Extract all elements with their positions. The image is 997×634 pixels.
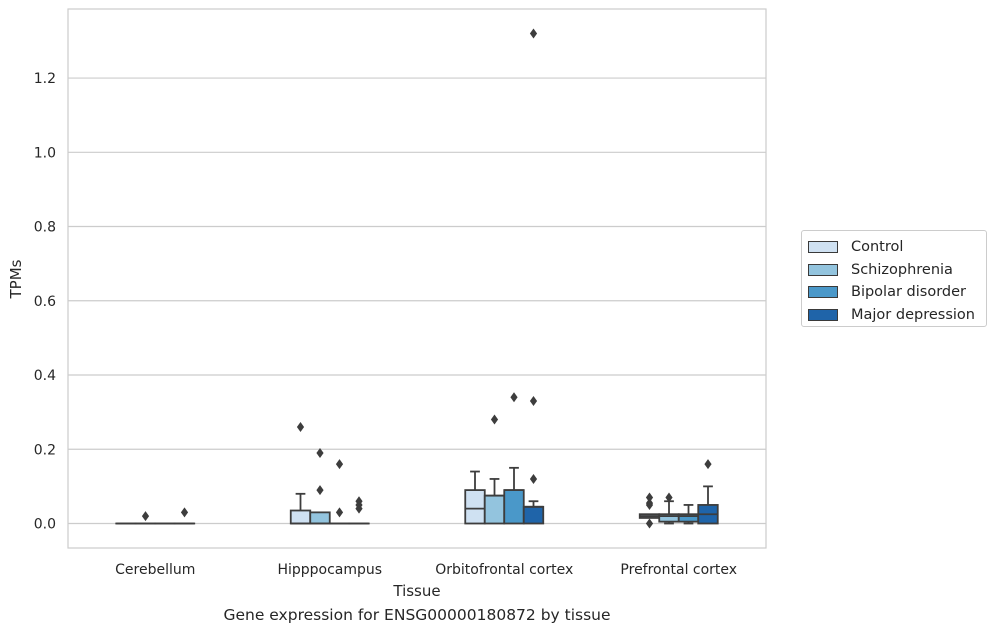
y-tick-label: 1.0 xyxy=(34,145,56,161)
boxes xyxy=(115,28,719,529)
box-body xyxy=(289,509,312,525)
x-axis-label: Tissue xyxy=(392,582,440,600)
gridlines xyxy=(68,77,766,525)
box-control xyxy=(464,470,486,525)
box-bipolar-disorder xyxy=(503,392,525,525)
y-tick-label: 0.4 xyxy=(34,368,56,384)
outlier-point xyxy=(335,459,344,470)
box-schizophrenia xyxy=(658,492,680,525)
outlier-point xyxy=(316,447,324,458)
y-axis-label: TPMs xyxy=(7,259,25,299)
legend-swatch xyxy=(808,263,838,276)
legend-swatch xyxy=(808,286,838,299)
x-tick-label: Orbitofrontal cortex xyxy=(435,562,573,578)
legend-label: Schizophrenia xyxy=(851,261,953,278)
box-body xyxy=(522,505,545,525)
x-tick-label: Cerebellum xyxy=(115,562,195,578)
box-schizophrenia xyxy=(483,414,506,525)
figure-caption: Gene expression for ENSG00000180872 by t… xyxy=(223,606,611,624)
y-tick-label: 0.6 xyxy=(34,294,56,310)
outlier-point xyxy=(529,473,538,484)
legend-label: Control xyxy=(851,239,904,256)
y-tick-label: 0.2 xyxy=(34,442,56,458)
legend-item: Schizophrenia xyxy=(808,259,986,282)
y-tick-label: 0.0 xyxy=(34,517,56,533)
outlier-point xyxy=(316,485,324,496)
box-body xyxy=(464,489,486,525)
box-control xyxy=(638,492,661,529)
box-major-depression xyxy=(522,28,545,525)
y-tick-label: 0.8 xyxy=(34,220,56,236)
box-major-depression xyxy=(348,496,370,525)
box-body xyxy=(483,494,506,525)
outlier-point xyxy=(141,511,150,522)
outlier-point xyxy=(490,414,499,425)
outlier-point xyxy=(355,503,363,514)
box-schizophrenia xyxy=(309,447,331,525)
outlier-point xyxy=(296,421,305,432)
box-schizophrenia xyxy=(134,511,157,525)
box-control xyxy=(289,421,312,525)
legend-item: Bipolar disorder xyxy=(808,281,986,304)
outlier-point xyxy=(645,518,654,529)
legend-label: Bipolar disorder xyxy=(851,284,966,301)
box-body xyxy=(309,511,331,525)
x-tick-label: Prefrontal cortex xyxy=(620,562,737,578)
box-major-depression xyxy=(697,459,719,525)
box-bipolar-disorder xyxy=(328,459,351,525)
x-tick-labels: Cerebellum Hipppocampus Orbitofrontal cort… xyxy=(115,562,737,578)
outlier-point xyxy=(645,492,654,503)
box-bipolar-disorder xyxy=(677,504,700,525)
box-body xyxy=(503,489,525,525)
plot-frame xyxy=(67,8,767,549)
outlier-point xyxy=(529,28,538,39)
outlier-point xyxy=(529,396,538,406)
y-tick-labels: 0.0 0.2 0.4 0.6 0.8 1.0 1.2 xyxy=(34,71,56,532)
legend: Control Schizophrenia Bipolar disorder Majo… xyxy=(801,230,987,327)
outlier-point xyxy=(335,507,344,518)
outlier-point xyxy=(645,499,654,510)
legend-item: Major depression xyxy=(808,304,986,327)
legend-swatch xyxy=(808,241,838,254)
outlier-point xyxy=(180,507,189,518)
x-tick-label: Hipppocampus xyxy=(277,562,382,578)
outlier-point xyxy=(665,492,673,503)
outlier-point xyxy=(510,392,518,403)
box-major-depression xyxy=(173,507,196,525)
legend-swatch xyxy=(808,308,838,321)
legend-item: Control xyxy=(808,236,986,259)
y-tick-label: 1.2 xyxy=(34,71,56,87)
legend-label: Major depression xyxy=(851,306,975,323)
outlier-point xyxy=(704,459,712,470)
